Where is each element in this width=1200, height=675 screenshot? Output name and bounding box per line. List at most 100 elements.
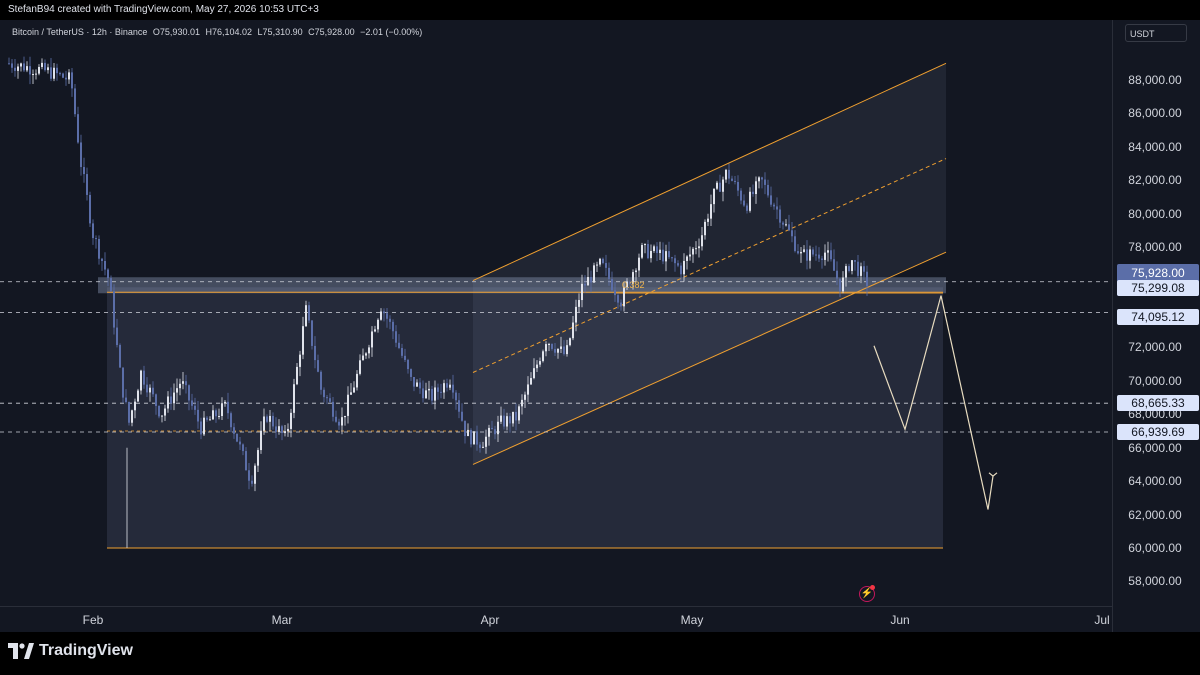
candle-body xyxy=(509,416,511,424)
price-axis[interactable]: USDT 88,000.00 86,000.00 84,000.00 82,000.0… xyxy=(1112,20,1200,632)
time-tick-label: Feb xyxy=(82,613,104,627)
candle-body xyxy=(269,415,271,422)
candle-body xyxy=(149,387,151,393)
candle-body xyxy=(662,249,664,262)
candle-body xyxy=(452,384,454,393)
candle-body xyxy=(305,305,307,327)
candle-body xyxy=(635,270,637,273)
level-price-tag: 75,299.08 xyxy=(1117,280,1199,297)
time-tick-label: Mar xyxy=(271,613,293,627)
candle-body xyxy=(323,389,325,398)
candle-body xyxy=(701,235,703,247)
candle-body xyxy=(827,250,829,253)
candle-body xyxy=(377,319,379,330)
candle-body xyxy=(740,190,742,201)
current-price-value: 75,928.00 xyxy=(1131,265,1185,280)
candle-body xyxy=(32,74,34,76)
chart-area[interactable]: Bitcoin / TetherUS · 12h · Binance O75,9… xyxy=(0,20,1200,632)
candle-body xyxy=(242,444,244,452)
candle-body xyxy=(53,67,55,79)
candle-body xyxy=(356,373,358,388)
price-tick-label: 84,000.00 xyxy=(1128,139,1182,154)
candle-body xyxy=(194,405,196,410)
candle-body xyxy=(365,353,367,356)
candle-body xyxy=(443,383,445,393)
price-tick-label: 58,000.00 xyxy=(1128,574,1182,589)
tradingview-logo[interactable]: TradingView xyxy=(8,642,133,660)
time-axis[interactable]: Feb Mar Apr May Jun Jul xyxy=(0,606,1112,632)
candle-body xyxy=(605,263,607,268)
candle-body xyxy=(602,258,604,264)
candle-body xyxy=(665,251,667,262)
candle-body xyxy=(818,254,820,259)
candle-body xyxy=(74,88,76,115)
candle-body xyxy=(227,401,229,414)
candle-body xyxy=(413,376,415,387)
ohlc-low: L75,310.90 xyxy=(257,27,303,37)
candle-body xyxy=(494,429,496,435)
candle-body xyxy=(491,427,493,430)
candle-body xyxy=(758,177,760,182)
candle-body xyxy=(395,331,397,343)
candle-body xyxy=(620,302,622,307)
candle-body xyxy=(383,311,385,314)
candle-body xyxy=(293,384,295,413)
chart-canvas[interactable] xyxy=(0,20,1112,606)
candle-body xyxy=(404,355,406,360)
candle-body xyxy=(692,248,694,255)
candle-body xyxy=(722,179,724,192)
candle-body xyxy=(776,206,778,210)
credit-text: StefanB94 created with TradingView.com, … xyxy=(8,4,319,15)
candle-body xyxy=(578,300,580,307)
candle-body xyxy=(839,278,841,292)
candle-body xyxy=(62,73,64,78)
currency-selector[interactable]: USDT xyxy=(1125,24,1187,42)
candle-body xyxy=(449,384,451,388)
candle-body xyxy=(764,179,766,185)
candle-body xyxy=(101,258,103,261)
candle-body xyxy=(131,410,133,423)
candle-body xyxy=(8,63,10,65)
tradingview-logo-icon xyxy=(8,643,34,659)
candle-body xyxy=(221,403,223,417)
lightning-alert-icon[interactable]: ⚡ xyxy=(859,585,875,602)
candle-body xyxy=(164,408,166,416)
candle-body xyxy=(650,250,652,259)
candle-body xyxy=(629,281,631,284)
candle-body xyxy=(761,177,763,180)
candle-body xyxy=(113,291,115,328)
candle-body xyxy=(71,72,73,89)
candle-body xyxy=(770,195,772,205)
candle-body xyxy=(299,354,301,367)
candle-body xyxy=(107,269,109,279)
candle-body xyxy=(671,257,673,259)
price-tick-label: 72,000.00 xyxy=(1128,340,1182,355)
candle-body xyxy=(638,257,640,271)
candle-body xyxy=(788,224,790,231)
candle-body xyxy=(572,322,574,339)
candle-body xyxy=(461,411,463,421)
candle-body xyxy=(551,343,553,349)
candle-body xyxy=(260,430,262,451)
ohlc-open: O75,930.01 xyxy=(152,27,200,37)
candle-body xyxy=(707,218,709,222)
candle-body xyxy=(590,277,592,283)
candle-body xyxy=(92,223,94,239)
candle-body xyxy=(488,427,490,437)
candle-body xyxy=(338,421,340,426)
candle-body xyxy=(422,388,424,399)
candle-body xyxy=(587,277,589,286)
candle-body xyxy=(617,295,619,303)
candle-body xyxy=(815,254,817,256)
candle-body xyxy=(47,67,49,71)
candle-body xyxy=(203,417,205,435)
fib-level-label: 0.382 xyxy=(622,280,645,290)
candle-body xyxy=(167,396,169,409)
candle-body xyxy=(152,387,154,395)
candle-body xyxy=(860,266,862,276)
candle-body xyxy=(29,66,31,75)
symbol-legend[interactable]: Bitcoin / TetherUS · 12h · Binance O75,9… xyxy=(12,27,425,37)
candle-body xyxy=(464,420,466,437)
candle-body xyxy=(734,180,736,182)
candle-body xyxy=(389,318,391,322)
